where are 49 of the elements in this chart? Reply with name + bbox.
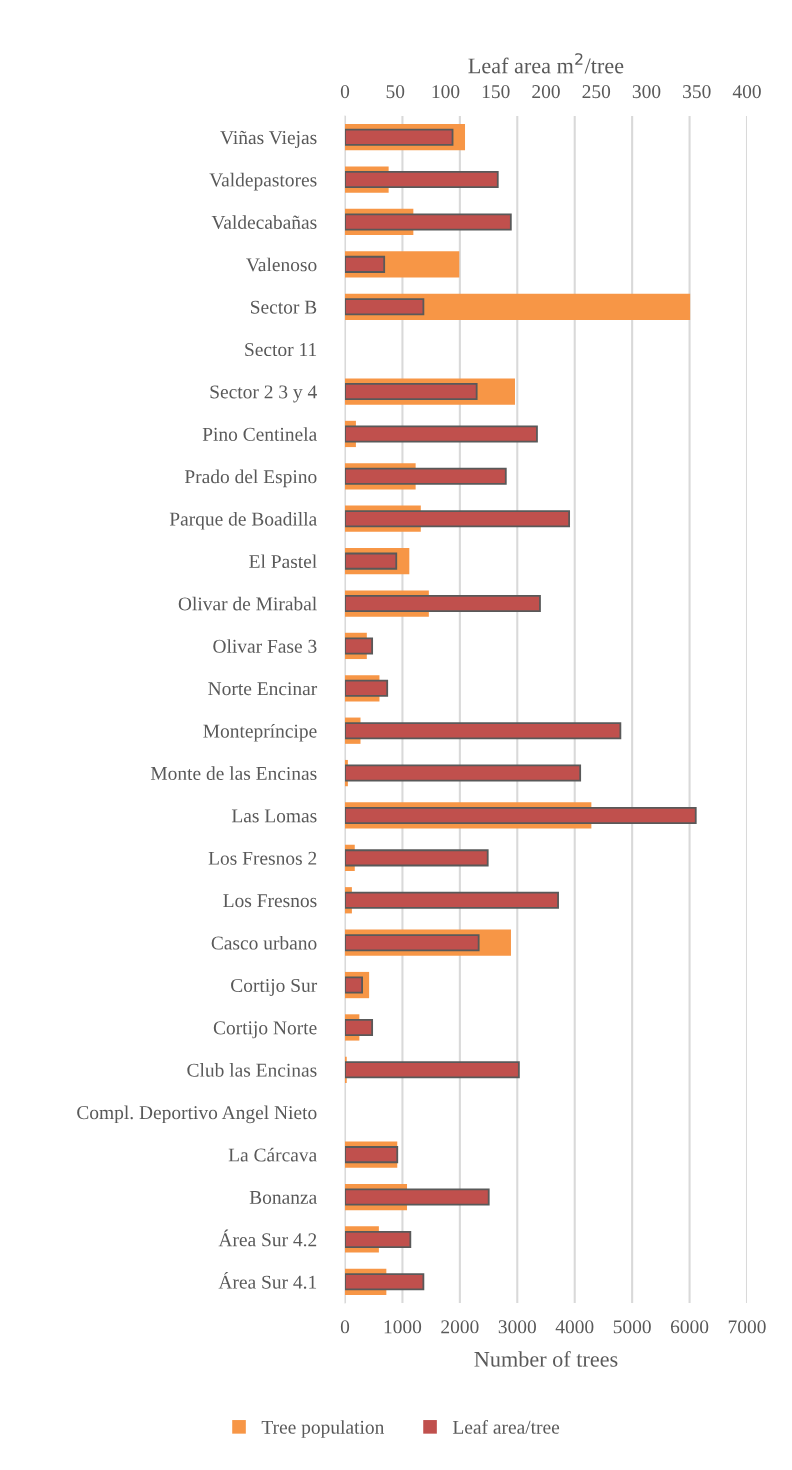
y-tick-label: Monte de las Encinas (150, 766, 317, 781)
y-tick-label: Norte Encinar (208, 682, 318, 696)
x2-tick-label: 400 (732, 85, 761, 99)
y-tick-label: Viñas Viejas (220, 130, 317, 149)
y-tick-label: Sector B (251, 300, 317, 314)
x-tick-label: 0 (340, 1320, 350, 1334)
x2-tick-label: 250 (582, 85, 611, 99)
y-tick-label: Valenoso (246, 257, 317, 272)
y-tick-label: Casco urbano (211, 935, 317, 950)
y-tick-label: Valdecabañas (211, 215, 317, 230)
y-tick-label: Los Fresnos 2 (208, 851, 317, 865)
y-tick-label: Bonanza (249, 1191, 317, 1204)
y-tick-label: Parque de Boadilla (169, 511, 317, 530)
x-tick-label: 3000 (498, 1320, 536, 1334)
x2-tick-label: 0 (340, 85, 350, 99)
x-tick-label: 1000 (384, 1320, 422, 1334)
y-tick-label: Área Sur 4.2 (218, 1229, 317, 1247)
legend-label: Leaf area/tree (452, 1419, 560, 1434)
x2-tick-label: 350 (683, 85, 711, 99)
y-tick-label: Olivar Fase 3 (213, 639, 317, 653)
legend-label: Tree population (261, 1420, 385, 1438)
y-tick-label: Montepríncipe (203, 723, 317, 742)
y-tick-label: Los Fresnos (223, 894, 317, 908)
x-tick-label: 4000 (555, 1320, 594, 1334)
x-tick-label: 2000 (441, 1320, 479, 1334)
y-tick-label: Club las Encinas (187, 1063, 317, 1077)
y-tick-label: Sector 2 3 y 4 (210, 385, 317, 403)
y-tick-label: Olivar de Mirabal (178, 596, 317, 611)
y-tick-label: Compl. Deportivo Angel Nieto (77, 1105, 317, 1124)
y-tick-label: Cortijo Sur (231, 978, 318, 996)
x2-tick-label: 100 (432, 85, 460, 99)
y-tick-label: Valdepastores (209, 172, 317, 191)
y-tick-label: El Pastel (249, 554, 317, 569)
x-tick-label: 7000 (728, 1320, 766, 1334)
y-tick-label: Cortijo Norte (213, 1021, 317, 1039)
y-tick-label: La Cárcava (228, 1147, 317, 1162)
x-tick-label: 6000 (670, 1320, 709, 1334)
x-tick-label: 5000 (613, 1320, 651, 1334)
x2-tick-label: 200 (532, 85, 560, 99)
y-tick-label: Área Sur 4.1 (218, 1271, 317, 1289)
x2-tick-label: 150 (482, 85, 510, 99)
x2-tick-label: 50 (386, 85, 405, 99)
x2-tick-label: 300 (632, 85, 661, 99)
x2-axis-title: Leaf area m$^{2}$/tree (468, 53, 624, 74)
y-tick-label: Pino Centinela (202, 427, 317, 441)
y-tick-label: Sector 11 (245, 343, 317, 357)
y-tick-label: Prado del Espino (184, 469, 317, 488)
x-axis-title: Number of trees (474, 1350, 618, 1367)
y-tick-label: Las Lomas (231, 809, 317, 823)
